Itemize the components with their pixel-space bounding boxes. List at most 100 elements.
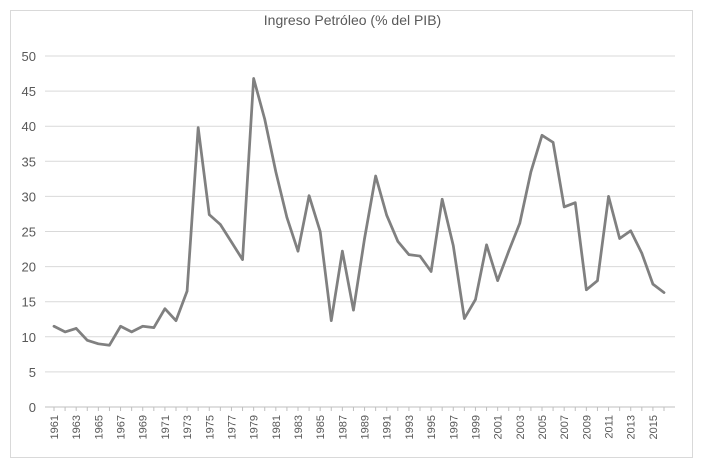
data-point	[285, 216, 289, 219]
data-point	[108, 344, 111, 347]
data-point	[86, 339, 89, 342]
x-tick-label: 1975	[204, 415, 216, 439]
data-point	[640, 252, 644, 255]
x-tick-label: 2007	[559, 415, 571, 439]
data-point	[119, 325, 122, 328]
x-tick-label: 1983	[293, 415, 305, 439]
data-point	[152, 326, 156, 329]
x-tick-label: 1963	[71, 415, 83, 439]
x-tick-label: 2005	[537, 415, 549, 439]
data-point	[385, 214, 388, 217]
data-point	[141, 325, 144, 328]
x-tick-label: 1977	[226, 415, 238, 439]
data-point	[418, 254, 422, 258]
data-point	[562, 205, 566, 209]
x-tick-label: 1985	[315, 415, 327, 439]
data-point	[185, 289, 189, 293]
data-point	[407, 253, 411, 256]
data-point	[130, 330, 133, 334]
data-point	[318, 230, 322, 233]
data-point	[374, 174, 377, 178]
data-point	[196, 126, 200, 129]
y-axis-ticks: 0 5 10 15 20 25 30 35 40 45 50	[22, 49, 36, 415]
x-tick-label: 1979	[249, 415, 261, 439]
series-line-0	[52, 77, 666, 347]
y-tick-label: 10	[22, 330, 36, 345]
data-point	[551, 141, 555, 144]
data-point	[52, 325, 56, 328]
data-point	[518, 221, 522, 225]
x-tick-label: 1987	[337, 415, 349, 439]
data-point	[396, 240, 400, 243]
x-tick-label: 1991	[382, 415, 394, 439]
gridlines	[45, 55, 675, 408]
x-axis-ticks: 1961 1963 1965 1967 1969 1971 1973 1975 1977 1979…	[49, 407, 665, 439]
x-tick-label: 1967	[116, 415, 128, 439]
data-point	[363, 237, 366, 240]
chart-title: Ingreso Petróleo (% del PIB)	[263, 12, 442, 28]
x-tick-label: 2011	[604, 415, 616, 439]
y-tick-label: 40	[22, 119, 36, 134]
data-point	[341, 249, 344, 253]
y-tick-label: 35	[22, 154, 36, 169]
y-tick-label: 5	[29, 365, 36, 380]
x-tick-label: 1995	[426, 415, 438, 439]
data-point	[496, 279, 499, 282]
data-point	[574, 201, 577, 204]
data-point	[163, 307, 167, 310]
series-layer	[52, 77, 666, 347]
data-point	[330, 319, 333, 322]
x-tick-label: 1973	[182, 415, 194, 439]
data-point	[352, 308, 355, 312]
data-point	[463, 317, 466, 320]
x-tick-label: 1961	[49, 415, 61, 439]
data-point	[662, 291, 666, 294]
data-point	[174, 319, 178, 322]
data-point	[307, 194, 311, 197]
data-point	[596, 279, 599, 282]
data-point	[208, 213, 211, 216]
x-tick-label: 2013	[626, 415, 638, 439]
y-tick-label: 0	[29, 400, 36, 415]
data-point	[429, 270, 433, 273]
data-point	[529, 170, 533, 174]
x-tick-label: 1969	[138, 415, 150, 439]
data-point	[540, 134, 544, 137]
x-tick-label: 1981	[271, 415, 283, 439]
x-tick-label: 2001	[493, 415, 505, 439]
data-point	[274, 170, 278, 174]
x-tick-label: 1971	[160, 415, 172, 439]
data-point	[440, 198, 444, 201]
data-point	[252, 77, 255, 80]
y-tick-label: 30	[22, 189, 36, 204]
y-tick-label: 20	[22, 260, 36, 275]
data-point	[618, 237, 621, 240]
y-tick-label: 45	[22, 84, 36, 99]
x-tick-label: 1997	[448, 415, 460, 439]
x-tick-label: 1993	[404, 415, 416, 439]
data-point	[607, 195, 610, 198]
x-tick-label: 1965	[93, 415, 105, 439]
x-tick-label: 2015	[648, 415, 660, 439]
data-point	[651, 282, 655, 286]
data-point	[452, 244, 455, 247]
x-tick-label: 1999	[470, 415, 482, 439]
data-point	[485, 243, 488, 247]
data-point	[219, 223, 222, 226]
data-point	[474, 298, 477, 301]
data-point	[241, 258, 244, 261]
data-point	[585, 288, 588, 291]
data-point	[296, 249, 300, 253]
data-point	[97, 342, 100, 346]
y-tick-label: 25	[22, 225, 36, 240]
x-tick-label: 2009	[581, 415, 593, 439]
data-point	[74, 327, 78, 330]
data-point	[263, 117, 266, 121]
data-point	[63, 330, 67, 334]
x-tick-label: 2003	[515, 415, 527, 439]
x-tick-label: 1989	[360, 415, 372, 439]
data-point	[629, 229, 632, 232]
y-tick-label: 50	[22, 49, 36, 64]
data-point	[230, 240, 233, 244]
